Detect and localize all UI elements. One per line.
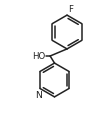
Text: F: F	[68, 5, 73, 14]
Text: N: N	[35, 90, 42, 99]
Text: HO: HO	[32, 52, 46, 60]
